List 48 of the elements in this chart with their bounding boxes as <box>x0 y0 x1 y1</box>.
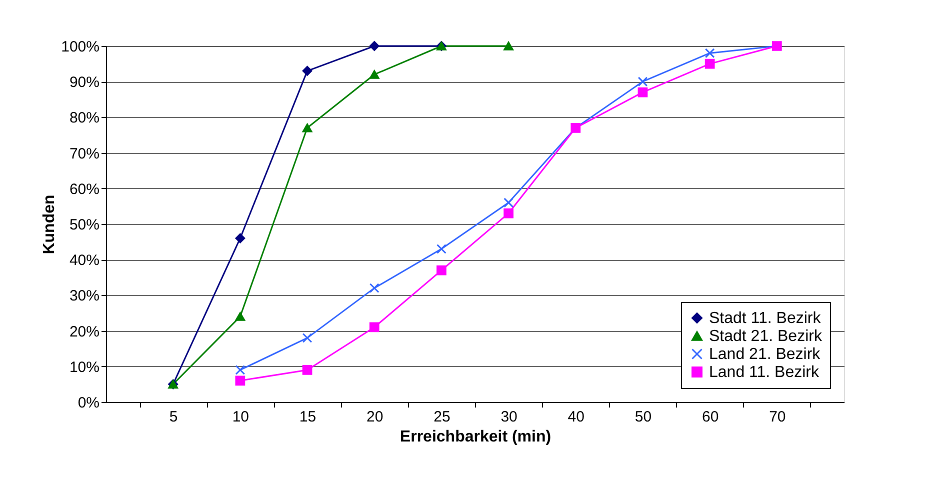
point <box>302 365 312 375</box>
legend-label: Stadt 11. Bezirk <box>709 310 822 327</box>
y-tick-label: 80% <box>69 110 100 127</box>
y-tick-label: 70% <box>69 145 100 162</box>
point <box>504 208 514 218</box>
point <box>369 283 380 294</box>
point <box>704 48 715 58</box>
point <box>369 322 380 332</box>
legend-label: Land 21. Bezirk <box>709 346 822 363</box>
x-tick-label: 60 <box>702 408 719 426</box>
x-tick-label: 50 <box>634 408 652 426</box>
point <box>302 124 312 132</box>
x-tick-label: 30 <box>500 408 518 426</box>
legend-label: Stadt 21. Bezirk <box>709 328 823 345</box>
point <box>302 332 312 343</box>
y-tick-label: 20% <box>69 323 100 340</box>
point <box>235 376 246 386</box>
x-tick-label: 10 <box>232 408 250 426</box>
y-tick-label: 10% <box>69 358 100 376</box>
x-tick-label: 25 <box>434 408 450 426</box>
point <box>504 42 514 50</box>
x-tick-label: 40 <box>568 408 584 426</box>
x-tick-label: 70 <box>769 408 786 426</box>
x-axis-title: Erreichbarkeit (min) <box>400 428 552 446</box>
x-tick-label: 20 <box>366 408 384 426</box>
point <box>235 365 246 375</box>
y-tick-label: 0% <box>78 394 100 412</box>
point <box>235 233 246 244</box>
y-tick-label: 30% <box>69 288 100 305</box>
y-tick-label: 100% <box>61 38 100 56</box>
point <box>369 70 380 79</box>
point <box>369 41 380 51</box>
point <box>638 76 648 87</box>
point <box>302 66 312 76</box>
y-tick-label: 40% <box>69 252 100 270</box>
point <box>504 198 514 208</box>
legend-label: Land 11. Bezirk <box>709 364 820 381</box>
x-tick-label: 5 <box>169 408 178 426</box>
y-tick-label: 50% <box>69 216 100 234</box>
y-tick-label: 90% <box>69 74 100 92</box>
point <box>638 87 648 98</box>
point <box>436 265 446 276</box>
x-tick-label: 15 <box>299 408 316 426</box>
point <box>704 58 715 69</box>
y-axis-title: Kunden <box>41 194 58 254</box>
point <box>436 244 446 254</box>
y-tick-label: 60% <box>69 180 100 198</box>
point <box>235 312 246 321</box>
